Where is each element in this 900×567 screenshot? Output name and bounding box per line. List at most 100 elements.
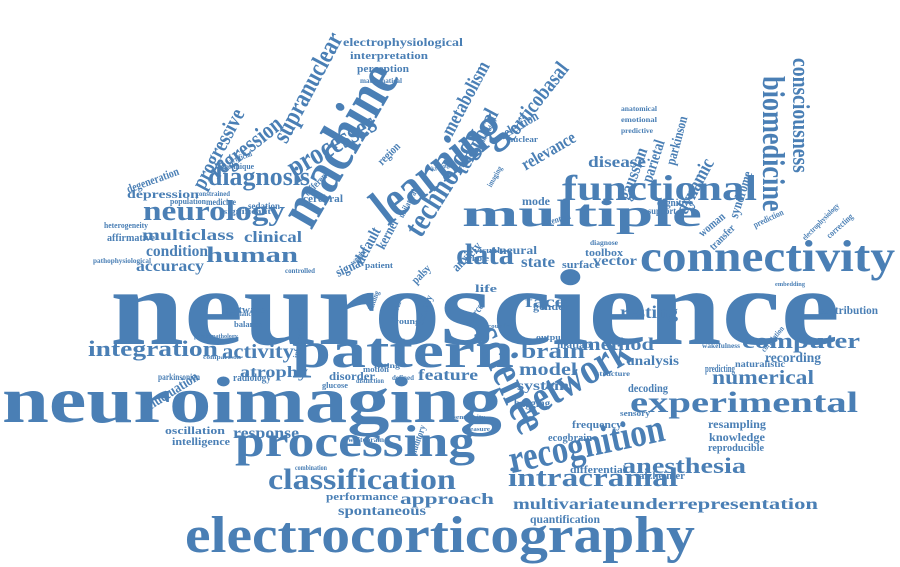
cloud-word-integration: integration	[88, 336, 218, 361]
cloud-word-imbalance: imbalance	[226, 310, 254, 318]
cloud-word-toolbox: toolbox	[585, 247, 624, 259]
cloud-word-method: method	[582, 334, 654, 354]
cloud-word-brain: brain	[521, 338, 585, 363]
cloud-word-naturalistic: naturalistic	[735, 359, 785, 369]
cloud-word-support: support	[648, 206, 677, 216]
cloud-word-numerical: numerical	[712, 367, 814, 389]
cloud-word-distinction: distinction	[356, 377, 385, 385]
cloud-word-patient: patient	[365, 261, 394, 270]
cloud-word-ecogbrain: ecogbrain	[548, 433, 592, 444]
cloud-word-motion: motion	[363, 365, 389, 374]
cloud-word-cerebral: cerebral	[303, 194, 343, 205]
cloud-word-analysis: analysis	[627, 354, 680, 369]
cloud-word-whole: whole	[465, 254, 489, 263]
cloud-word-pattern: pattern	[292, 322, 514, 378]
cloud-word-biomedicine: biomedicine	[756, 76, 792, 212]
cloud-word-measure: measure	[464, 427, 491, 433]
cloud-word-technique: technique	[222, 162, 255, 171]
cloud-word-atrophy: atrophy	[240, 364, 309, 381]
cloud-word-output: output	[536, 333, 565, 342]
cloud-word-diagnose: diagnose	[590, 239, 618, 247]
cloud-word-population: population	[170, 197, 206, 206]
cloud-word-electrophysiological: electrophysiological	[343, 35, 464, 49]
cloud-word-nuclear: nuclear	[508, 135, 539, 144]
cloud-word-quantification: quantification	[530, 512, 600, 526]
cloud-word-affirmative: affirmative	[107, 233, 156, 244]
cloud-word-decoding: decoding	[628, 381, 668, 395]
cloud-word-mathematical: mathematical	[360, 77, 403, 85]
cloud-word-resampling: resampling	[708, 417, 766, 431]
cloud-word-cognitive: cognitive	[657, 198, 693, 209]
cloud-word-depression: depression	[127, 187, 200, 201]
cloud-word-oscillation: oscillation	[165, 425, 226, 437]
cloud-word-comparison: comparison	[203, 355, 242, 361]
cloud-word-defined: defined	[392, 374, 414, 382]
cloud-word-multiclass: multiclass	[142, 227, 235, 244]
cloud-word-approach: approach	[400, 491, 495, 508]
cloud-word-model: model	[519, 359, 577, 379]
cloud-word-system: system	[517, 379, 570, 394]
cloud-word-vector: vector	[593, 254, 638, 269]
cloud-word-alzheimer: alzheimer	[639, 471, 686, 482]
cloud-word-performance: performance	[326, 491, 399, 503]
cloud-word-imaging: imaging	[485, 164, 505, 189]
cloud-word-wakefulness: wakefulness	[702, 342, 741, 350]
cloud-word-psychopathology: psychopathology	[194, 334, 239, 340]
cloud-word-significant: significant	[223, 207, 272, 216]
cloud-word-perception: perception	[357, 64, 409, 75]
cloud-word-consciousness: consciousness	[787, 58, 813, 173]
cloud-word-connectivity: connectivity	[640, 232, 896, 281]
cloud-word-differential: differential	[570, 465, 627, 476]
cloud-word-anesthesia: anesthesia	[622, 453, 746, 478]
cloud-word-parkinsonian: parkinsonian	[158, 372, 200, 382]
cloud-word-gender: gender	[533, 302, 570, 313]
cloud-word-software: software	[225, 305, 266, 316]
cloud-word-neural: neural	[499, 243, 538, 257]
cloud-word-balance: balance	[234, 320, 263, 329]
cloud-word-feature: feature	[418, 367, 478, 384]
cloud-word-whitebrain: whitebrain	[348, 436, 385, 444]
cloud-word-clinical: clinical	[244, 229, 303, 246]
cloud-word-condition: condition	[146, 243, 209, 260]
cloud-word-electrocorticography: electrocorticography	[185, 507, 695, 564]
cloud-word-life: life	[475, 284, 498, 295]
cloud-word-bagging: bagging	[514, 396, 551, 410]
cloud-word-surface: surface	[562, 260, 601, 271]
cloud-word-parkinson: parkinson	[664, 114, 692, 167]
cloud-word-pathophysiological: pathophysiological	[93, 257, 151, 265]
cloud-word-experimental: experimental	[630, 386, 859, 419]
cloud-word-state: state	[521, 254, 555, 271]
cloud-word-accuracy: accuracy	[136, 258, 204, 275]
cloud-word-sensory: sensory	[620, 409, 651, 418]
cloud-word-structure: structure	[596, 370, 631, 378]
cloud-word-resting: resting	[620, 302, 678, 322]
cloud-word-combination: combination	[295, 464, 328, 472]
cloud-word-embedding: embedding	[775, 282, 806, 288]
cloud-word-fitting: fitting	[374, 362, 401, 370]
cloud-word-neuroscience: neuroscience	[110, 249, 840, 368]
cloud-word-contribution: contribution	[818, 303, 878, 317]
cloud-word-intracranial: intracranial	[508, 463, 678, 492]
cloud-word-glucose: glucose	[322, 381, 349, 390]
cloud-word-disease: disease	[588, 154, 646, 171]
cloud-word-computer: computer	[742, 328, 861, 353]
cloud-word-young: young	[394, 317, 421, 326]
cloud-word-recording: recording	[765, 351, 821, 366]
cloud-word-anatomical: anatomical	[621, 105, 658, 113]
cloud-word-predictive: predictive	[621, 127, 654, 135]
cloud-word-underrepresentation: underrepresentation	[620, 496, 819, 513]
cloud-word-multivariate: multivariate	[513, 496, 620, 513]
cloud-word-constrained: constrained	[196, 190, 230, 198]
cloud-word-visual: visual	[474, 246, 501, 255]
cloud-word-reproducible: reproducible	[708, 443, 765, 454]
cloud-word-activity: activity	[222, 341, 294, 363]
cloud-word-mode: mode	[522, 194, 550, 208]
cloud-word-diagnosis: diagnosis	[208, 162, 310, 191]
cloud-word-disorder: disorder	[329, 369, 376, 383]
cloud-word-face: face	[525, 294, 566, 311]
cloud-word-human: human	[206, 242, 299, 267]
cloud-word-classification: classification	[268, 463, 456, 496]
cloud-word-sedation: sedation	[248, 201, 281, 211]
cloud-word-multiple: multiple	[462, 193, 702, 235]
cloud-word-interpretation: interpretation	[350, 51, 428, 62]
